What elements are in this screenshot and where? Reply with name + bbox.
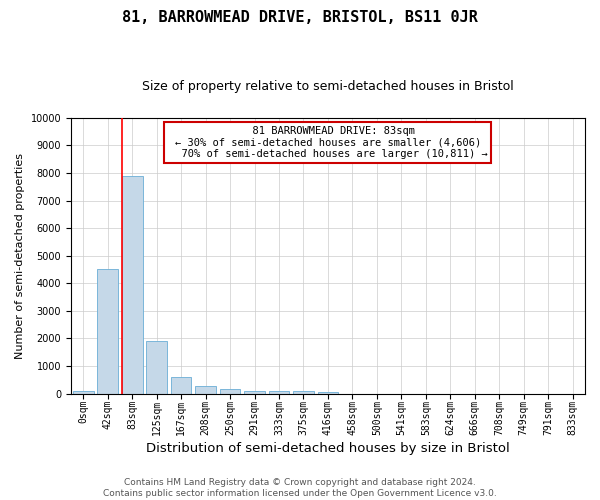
Bar — [122, 176, 143, 394]
Bar — [146, 341, 167, 394]
Title: Size of property relative to semi-detached houses in Bristol: Size of property relative to semi-detach… — [142, 80, 514, 93]
Bar — [170, 377, 191, 394]
Bar — [317, 392, 338, 394]
Bar — [97, 270, 118, 394]
Bar — [244, 391, 265, 394]
Text: 81 BARROWMEAD DRIVE: 83sqm
← 30% of semi-detached houses are smaller (4,606)
  7: 81 BARROWMEAD DRIVE: 83sqm ← 30% of semi… — [169, 126, 487, 160]
X-axis label: Distribution of semi-detached houses by size in Bristol: Distribution of semi-detached houses by … — [146, 442, 510, 455]
Bar — [73, 391, 94, 394]
Bar — [269, 392, 289, 394]
Bar — [220, 390, 241, 394]
Text: Contains HM Land Registry data © Crown copyright and database right 2024.
Contai: Contains HM Land Registry data © Crown c… — [103, 478, 497, 498]
Y-axis label: Number of semi-detached properties: Number of semi-detached properties — [15, 152, 25, 358]
Text: 81, BARROWMEAD DRIVE, BRISTOL, BS11 0JR: 81, BARROWMEAD DRIVE, BRISTOL, BS11 0JR — [122, 10, 478, 25]
Bar — [195, 386, 216, 394]
Bar — [293, 392, 314, 394]
